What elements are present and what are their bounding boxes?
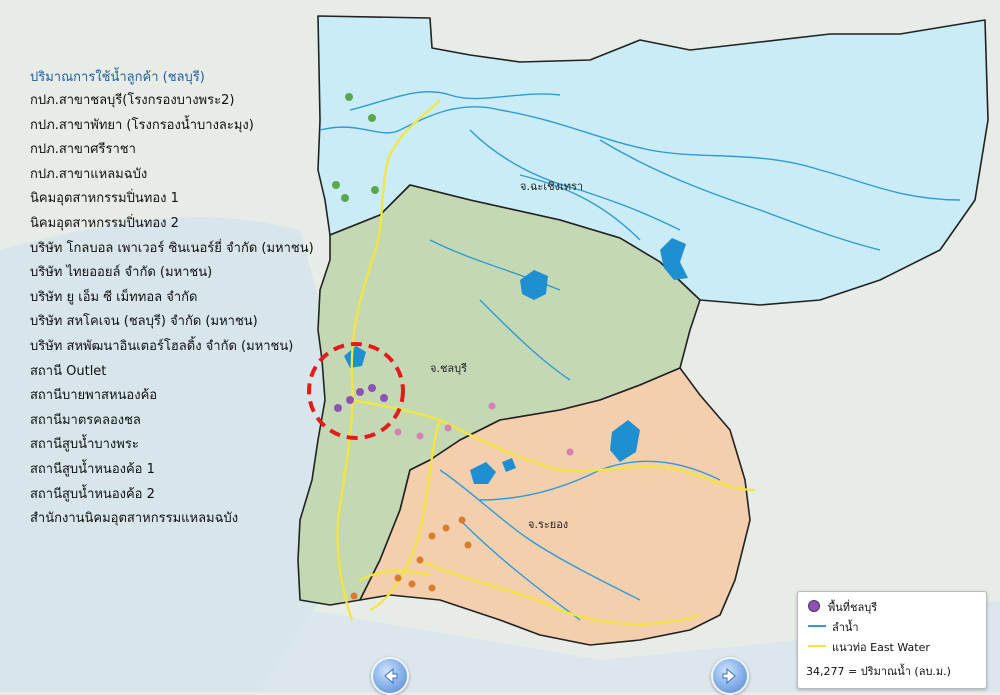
area-point[interactable] <box>488 402 496 410</box>
area-point[interactable] <box>464 541 472 549</box>
area-point[interactable] <box>408 580 416 588</box>
reservoir-rayong-1 <box>610 420 640 462</box>
customer-list-title: ปริมาณการใช้น้ำลูกค้า (ชลบุรี) <box>30 70 205 85</box>
legend-pipeline-row: แนวท่อ East Water <box>808 640 930 656</box>
area-point[interactable] <box>356 388 364 396</box>
area-point[interactable] <box>371 186 379 194</box>
list-item[interactable]: กปภ.สาขาแหลมฉบัง <box>30 166 148 182</box>
area-point[interactable] <box>350 592 358 600</box>
reservoirs <box>344 238 688 484</box>
map-legend: พื้นที่ชลบุรี ลำน้ำ แนวท่อ East Water 34… <box>797 591 987 689</box>
label-rayong: จ.ระยอง <box>528 518 568 531</box>
list-item[interactable]: สถานีบายพาสหนองค้อ <box>30 388 158 404</box>
list-item[interactable]: สถานีสูบน้ำหนองค้อ 1 <box>30 461 155 477</box>
area-point[interactable] <box>368 384 376 392</box>
area-point[interactable] <box>458 516 466 524</box>
area-points <box>332 93 574 600</box>
area-point[interactable] <box>428 584 436 592</box>
label-chonburi: จ.ชลบุรี <box>430 362 467 375</box>
legend-volume-label: 34,277 = ปริมาณน้ำ (ลบ.ม.) <box>806 665 951 678</box>
list-item[interactable]: สถานีมาตรคลองชล <box>30 412 141 428</box>
area-point[interactable] <box>394 428 402 436</box>
list-item[interactable]: กปภ.สาขาศรีราชา <box>30 142 136 158</box>
area-point[interactable] <box>416 432 424 440</box>
legend-area-row: พื้นที่ชลบุรี <box>808 600 877 616</box>
list-item[interactable]: บริษัท ไทยออยล์ จำกัด (มหาชน) <box>30 265 213 281</box>
list-item[interactable]: นิคมอุตสาหกรรมปิ่นทอง 1 <box>30 191 179 207</box>
list-item[interactable]: กปภ.สาขาพัทยา (โรงกรองน้ำบางละมุง) <box>30 117 254 133</box>
list-item[interactable]: กปภ.สาขาชลบุรี(โรงกรองบางพระ2) <box>30 93 235 108</box>
river-line-icon <box>808 625 826 627</box>
area-point[interactable] <box>380 394 388 402</box>
area-point[interactable] <box>428 532 436 540</box>
list-item[interactable]: สถานีสูบน้ำหนองค้อ 2 <box>30 486 155 502</box>
left-arrow-icon <box>384 667 398 685</box>
legend-volume-row: 34,277 = ปริมาณน้ำ (ลบ.ม.) <box>806 664 951 680</box>
reservoir-rayong-3 <box>502 458 516 472</box>
customer-list: ปริมาณการใช้น้ำลูกค้า (ชลบุรี) กปภ.สาขาช… <box>30 66 330 532</box>
list-item[interactable]: นิคมอุตสาหกรรมปิ่นทอง 2 <box>30 215 179 231</box>
legend-area-label: พื้นที่ชลบุรี <box>828 601 878 614</box>
highlight-circle <box>307 342 405 440</box>
legend-river-label: ลำน้ำ <box>832 621 859 634</box>
legend-river-row: ลำน้ำ <box>808 620 859 636</box>
area-point[interactable] <box>566 448 574 456</box>
area-point[interactable] <box>442 524 450 532</box>
rivers <box>319 91 961 621</box>
area-point[interactable] <box>346 396 354 404</box>
legend-pipeline-label: แนวท่อ East Water <box>832 641 930 654</box>
area-point-icon <box>808 600 820 612</box>
label-chachoengsao: จ.ฉะเชิงเทรา <box>520 180 583 193</box>
area-point[interactable] <box>341 194 349 202</box>
list-item[interactable]: บริษัท ยู เอ็ม ซี เม็ททอล จำกัด <box>30 289 198 305</box>
list-item[interactable]: สำนักงานนิคมอุตสาหกรรมแหลมฉบัง <box>30 511 239 527</box>
right-arrow-icon <box>722 667 736 685</box>
list-item[interactable]: สถานีสูบน้ำบางพระ <box>30 437 139 453</box>
list-item[interactable]: บริษัท โกลบอล เพาเวอร์ ซินเนอร์ยี่ จำกัด… <box>30 240 314 256</box>
area-point[interactable] <box>368 114 376 122</box>
area-point[interactable] <box>416 556 424 564</box>
prev-button[interactable] <box>371 657 409 695</box>
pipelines <box>336 99 756 626</box>
pipeline-line-icon <box>808 645 826 647</box>
area-point[interactable] <box>444 424 452 432</box>
list-item[interactable]: สถานี Outlet <box>30 363 107 379</box>
list-item[interactable]: บริษัท สหโคเจน (ชลบุรี) จำกัด (มหาชน) <box>30 314 258 330</box>
list-item[interactable]: บริษัท สหพัฒนาอินเตอร์โฮลดิ้ง จำกัด (มหา… <box>30 338 294 354</box>
reservoir-rayong-2 <box>470 462 496 484</box>
next-button[interactable] <box>711 657 749 695</box>
reservoir-chachoengsao <box>660 238 688 280</box>
area-point[interactable] <box>345 93 353 101</box>
reservoir-chonburi-1 <box>520 270 548 300</box>
reservoir-bangpra <box>344 346 366 368</box>
sea-area <box>0 217 340 692</box>
area-point[interactable] <box>334 404 342 412</box>
area-point[interactable] <box>394 574 402 582</box>
area-point[interactable] <box>332 181 340 189</box>
